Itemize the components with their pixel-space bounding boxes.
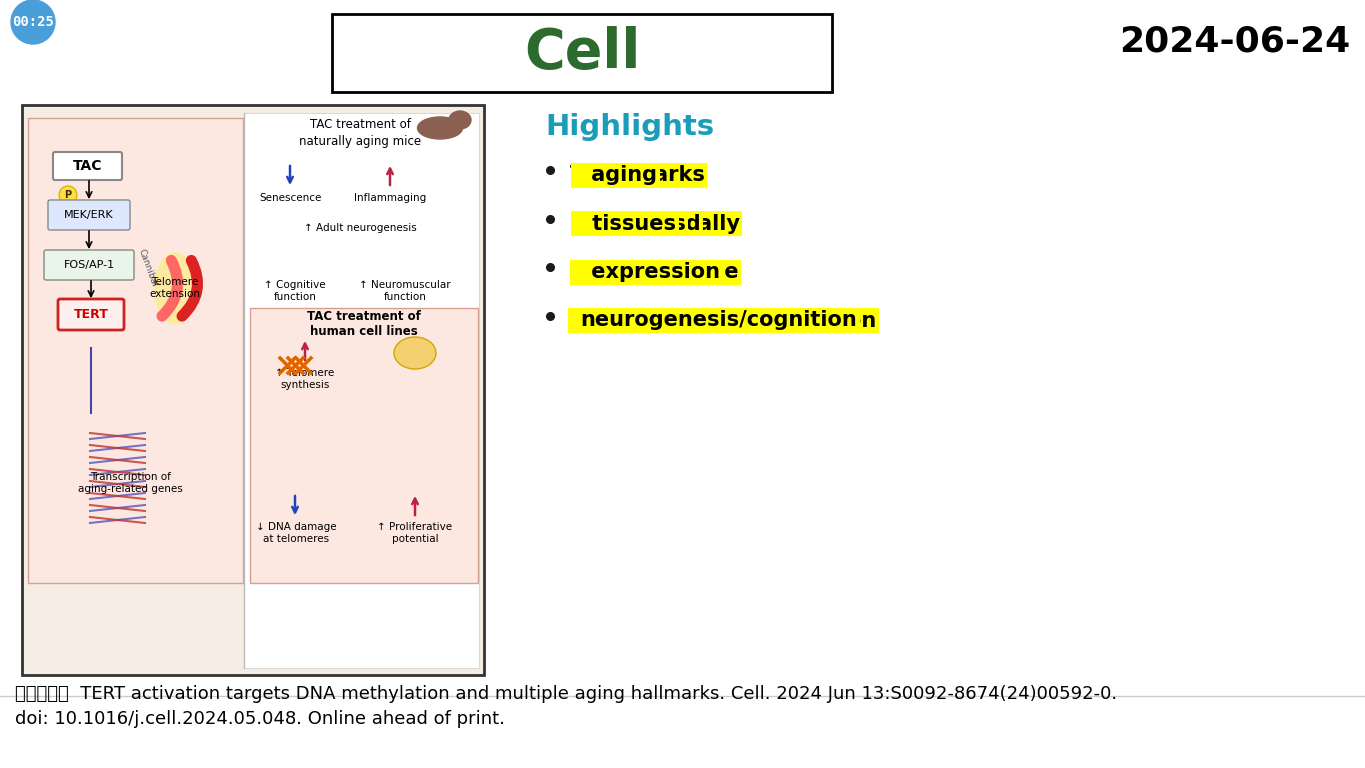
Text: and: and <box>577 310 624 330</box>
Text: aged: aged <box>572 310 637 330</box>
FancyBboxPatch shape <box>29 118 243 583</box>
Text: P: P <box>64 190 71 200</box>
Text: to: to <box>575 262 603 282</box>
Text: mice: mice <box>573 310 636 330</box>
Circle shape <box>11 0 55 44</box>
Ellipse shape <box>418 117 463 139</box>
Circle shape <box>59 186 76 204</box>
Text: MEK/ERK: MEK/ERK <box>64 210 113 220</box>
Text: ↓ DNA damage
at telomeres: ↓ DNA damage at telomeres <box>255 522 336 544</box>
Text: Highlights: Highlights <box>545 113 714 141</box>
FancyBboxPatch shape <box>44 250 134 280</box>
Text: maintenance: maintenance <box>579 262 738 282</box>
Text: TAC treatment of
human cell lines: TAC treatment of human cell lines <box>307 310 420 338</box>
Text: been: been <box>572 165 632 185</box>
Text: Cell: Cell <box>524 26 640 80</box>
Text: in: in <box>572 310 601 330</box>
Text: tissues: tissues <box>586 214 677 233</box>
Text: or: or <box>576 165 605 185</box>
Text: onset: onset <box>577 214 644 233</box>
FancyBboxPatch shape <box>53 152 121 180</box>
Text: hallmarks: hallmarks <box>581 165 704 185</box>
Text: Senescence: Senescence <box>259 193 322 203</box>
Text: 00:25: 00:25 <box>12 15 55 29</box>
FancyBboxPatch shape <box>22 105 485 675</box>
FancyBboxPatch shape <box>57 299 124 330</box>
Text: all: all <box>584 214 620 233</box>
FancyBboxPatch shape <box>48 200 130 230</box>
Text: of: of <box>583 165 614 185</box>
Text: gene: gene <box>583 262 648 282</box>
Text: increases: increases <box>579 310 684 330</box>
Text: is: is <box>572 214 597 233</box>
Text: ↑ Telomere
synthesis: ↑ Telomere synthesis <box>276 368 334 389</box>
Text: and: and <box>580 262 627 282</box>
Text: aging: aging <box>580 214 654 233</box>
Text: ↑ Proliferative
potential: ↑ Proliferative potential <box>378 522 453 544</box>
Text: epigenetically: epigenetically <box>573 214 740 233</box>
Text: telomere: telomere <box>577 262 684 282</box>
FancyBboxPatch shape <box>250 308 478 583</box>
Ellipse shape <box>394 337 435 369</box>
Text: TAC: TAC <box>571 262 614 282</box>
Ellipse shape <box>156 253 195 323</box>
Text: reprogram: reprogram <box>581 262 707 282</box>
FancyArrowPatch shape <box>182 260 198 316</box>
Text: repressed: repressed <box>575 214 700 233</box>
Text: aging: aging <box>584 165 657 185</box>
Text: gene: gene <box>572 214 631 233</box>
Text: Telomere
extension: Telomere extension <box>150 277 201 299</box>
Text: of: of <box>579 214 610 233</box>
Text: TAC: TAC <box>74 159 102 173</box>
Text: TAC: TAC <box>571 310 614 330</box>
Text: neurogenesis/cognition: neurogenesis/cognition <box>580 310 857 330</box>
FancyArrowPatch shape <box>162 260 177 316</box>
Text: linked: linked <box>573 165 646 185</box>
Text: ↑ Adult neurogenesis: ↑ Adult neurogenesis <box>303 223 416 233</box>
Text: to: to <box>579 165 606 185</box>
Text: levels: levels <box>573 262 650 282</box>
Text: 2024-06-24: 2024-06-24 <box>1119 25 1350 59</box>
Text: with: with <box>576 214 628 233</box>
Text: expression: expression <box>584 262 721 282</box>
Text: reduces: reduces <box>575 310 665 330</box>
Text: restores: restores <box>572 262 662 282</box>
Text: TERT: TERT <box>571 165 628 185</box>
Text: has: has <box>572 165 614 185</box>
Text: TERT: TERT <box>571 214 628 233</box>
Ellipse shape <box>449 111 471 129</box>
Text: 参考文献：  TERT activation targets DNA methylation and multiple aging hallmarks. Cel: 参考文献： TERT activation targets DNA methyl… <box>15 685 1117 703</box>
Text: Cannibal: Cannibal <box>136 248 160 288</box>
Text: in: in <box>583 214 612 233</box>
Text: FOS/AP-1: FOS/AP-1 <box>63 260 115 270</box>
Text: ↑ Cognitive
function: ↑ Cognitive function <box>265 280 326 302</box>
Text: TAC treatment of
naturally aging mice: TAC treatment of naturally aging mice <box>299 118 420 148</box>
Text: senescence/inflammation: senescence/inflammation <box>576 310 876 330</box>
Text: indirectly: indirectly <box>577 165 689 185</box>
Text: ↑ Neuromuscular
function: ↑ Neuromuscular function <box>359 280 450 302</box>
Text: Inflammaging: Inflammaging <box>354 193 426 203</box>
Text: Transcription of
aging-related genes: Transcription of aging-related genes <box>78 472 183 494</box>
Text: directly: directly <box>575 165 672 185</box>
Text: doi: 10.1016/j.cell.2024.05.048. Online ahead of print.: doi: 10.1016/j.cell.2024.05.048. Online … <box>15 710 505 728</box>
Text: TERT: TERT <box>74 309 108 322</box>
FancyBboxPatch shape <box>332 14 833 92</box>
Text: all: all <box>580 165 609 185</box>
Text: TERT: TERT <box>572 262 631 282</box>
Text: markers: markers <box>581 214 685 233</box>
FancyBboxPatch shape <box>244 113 479 668</box>
Text: promote: promote <box>576 262 672 282</box>
